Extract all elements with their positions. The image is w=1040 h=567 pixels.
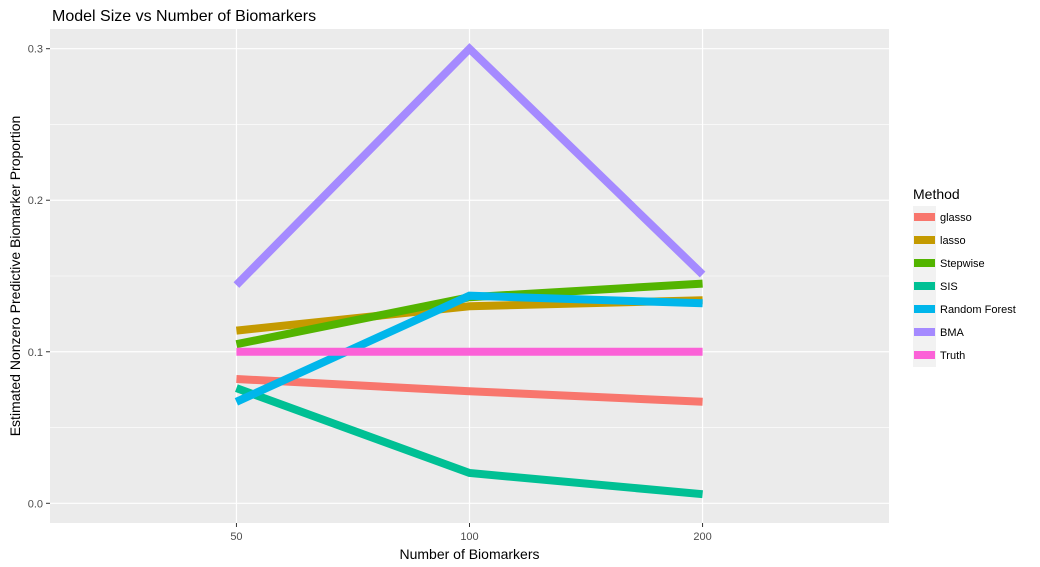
x-axis: 50 100 200 — [230, 523, 712, 543]
legend: Method glasso lasso Stepwise SIS Random Fore… — [913, 186, 1016, 367]
legend-label: Random Forest — [940, 304, 1016, 316]
x-tick-label: 50 — [230, 531, 242, 543]
series-line-sis — [235, 384, 703, 499]
y-tick-label: 0.1 — [28, 347, 43, 359]
series-line-random-forest — [234, 291, 703, 406]
legend-label: glasso — [940, 212, 972, 224]
series-line-bma — [233, 43, 706, 288]
legend-label: BMA — [940, 327, 965, 339]
y-tick-label: 0.3 — [28, 44, 43, 56]
grid-major — [50, 29, 889, 523]
legend-label: lasso — [940, 235, 966, 247]
legend-label: Stepwise — [940, 258, 985, 270]
y-tick-label: 0.2 — [28, 195, 43, 207]
x-axis-title: Number of Biomarkers — [399, 546, 539, 562]
legend-label: Truth — [940, 350, 965, 362]
x-tick-label: 200 — [693, 531, 711, 543]
y-tick-label: 0.0 — [28, 498, 43, 510]
series-line-glasso — [236, 375, 703, 406]
y-axis-title: Estimated Nonzero Predictive Biomarker P… — [7, 116, 23, 437]
x-tick-label: 100 — [460, 531, 478, 543]
legend-title: Method — [913, 186, 960, 202]
chart-title: Model Size vs Number of Biomarkers — [52, 8, 316, 25]
series-lines — [233, 43, 706, 499]
y-axis: 0.0 0.1 0.2 0.3 — [28, 44, 50, 510]
legend-label: SIS — [940, 281, 958, 293]
